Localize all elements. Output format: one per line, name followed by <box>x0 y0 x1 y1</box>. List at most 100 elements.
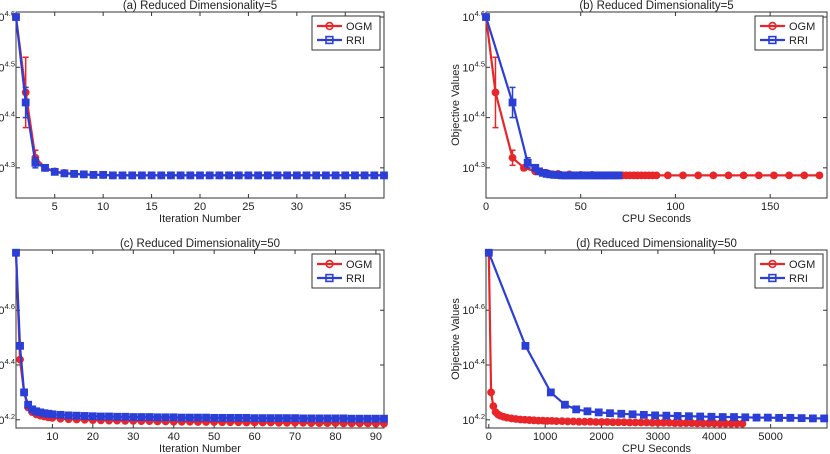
legend-label: OGM <box>346 259 372 271</box>
data-point <box>56 410 65 419</box>
y-tick-label: 104.6 <box>0 302 15 317</box>
legend-label: RRI <box>789 35 808 47</box>
legend: OGM RRI <box>754 15 824 51</box>
data-point <box>694 171 703 180</box>
data-point <box>226 413 235 422</box>
data-point <box>347 414 356 423</box>
series-rri <box>484 248 829 423</box>
data-point <box>315 414 324 423</box>
data-point <box>161 413 170 422</box>
y-tick-label: 104.4 <box>462 110 485 125</box>
data-point <box>663 171 672 180</box>
data-point <box>97 412 105 421</box>
data-point <box>169 413 178 422</box>
data-point <box>113 412 121 421</box>
data-point <box>546 388 555 397</box>
series-rri <box>482 13 623 180</box>
data-point <box>521 341 530 350</box>
data-point <box>266 414 275 423</box>
series-line <box>484 16 619 177</box>
y-tick-label: 104.3 <box>0 160 15 175</box>
legend-label: RRI <box>789 273 808 285</box>
data-point <box>186 171 195 180</box>
y-tick-label: 104.2 <box>462 412 485 427</box>
data-point <box>283 171 292 180</box>
data-point <box>741 413 750 422</box>
data-point <box>145 413 154 421</box>
data-point <box>129 413 138 421</box>
chart-title: (b) Reduced Dimensionality=5 <box>579 0 733 12</box>
data-point <box>572 405 581 414</box>
legend-label: OGM <box>789 21 815 33</box>
x-tick-label: 2000 <box>589 431 613 443</box>
data-point <box>770 171 778 180</box>
legend-label: RRI <box>346 35 365 47</box>
x-tick-label: 100 <box>666 201 684 213</box>
data-point <box>763 413 772 422</box>
data-point <box>363 414 372 423</box>
legend-label: OGM <box>789 259 815 271</box>
data-point <box>752 413 761 422</box>
data-point <box>331 414 340 423</box>
series-rri <box>12 248 388 423</box>
data-point <box>797 414 806 423</box>
data-point <box>202 413 210 422</box>
data-point <box>523 158 532 167</box>
series-line <box>487 252 743 425</box>
data-point <box>20 388 28 397</box>
data-point <box>273 171 282 180</box>
legend-marker <box>768 35 777 45</box>
data-point <box>820 414 829 423</box>
y-tick-label: 104.5 <box>0 59 15 74</box>
legend-box <box>311 253 381 289</box>
legend-marker <box>325 273 334 283</box>
data-point <box>312 171 321 180</box>
data-point <box>730 413 738 421</box>
data-point <box>484 248 493 257</box>
data-point <box>12 13 20 21</box>
data-point <box>339 414 348 423</box>
y-axis-label: Objective Values <box>450 298 462 380</box>
data-point <box>137 413 146 421</box>
data-point <box>16 341 24 350</box>
y-tick-label: 104.3 <box>462 160 485 175</box>
y-tick-label: 104.6 <box>462 302 485 317</box>
x-tick-label: 0 <box>483 201 489 213</box>
legend-label: RRI <box>346 273 365 285</box>
data-point <box>118 171 127 180</box>
legend-marker <box>768 259 777 269</box>
data-point <box>263 171 272 180</box>
x-axis-label: Iteration Number <box>159 213 241 225</box>
data-point <box>323 414 332 423</box>
data-point <box>12 248 20 257</box>
data-point <box>775 413 783 422</box>
legend-box <box>311 15 381 51</box>
y-tick-label: 104.5 <box>462 59 485 74</box>
data-point <box>482 13 490 21</box>
data-point <box>594 408 603 417</box>
y-axis-label: Objective Values <box>450 64 462 146</box>
data-point <box>299 414 308 423</box>
data-point <box>614 171 623 180</box>
data-point <box>185 413 194 422</box>
x-tick-label: 20 <box>194 201 206 213</box>
data-point <box>283 414 291 423</box>
data-point <box>250 414 259 423</box>
x-tick-label: 3000 <box>646 431 670 443</box>
x-tick-label: 50 <box>575 201 587 213</box>
data-point <box>41 163 49 172</box>
x-tick-label: 0 <box>486 431 492 443</box>
data-point <box>652 171 661 180</box>
data-point <box>696 412 705 421</box>
data-point <box>234 413 243 422</box>
data-point <box>302 171 311 180</box>
data-point <box>360 171 369 180</box>
x-tick-label: 70 <box>289 431 301 443</box>
legend-marker <box>325 35 334 45</box>
series-ogm <box>484 248 747 428</box>
x-tick-label: 50 <box>208 431 220 443</box>
x-tick-label: 60 <box>248 431 260 443</box>
data-point <box>662 411 671 420</box>
data-point <box>70 169 79 178</box>
